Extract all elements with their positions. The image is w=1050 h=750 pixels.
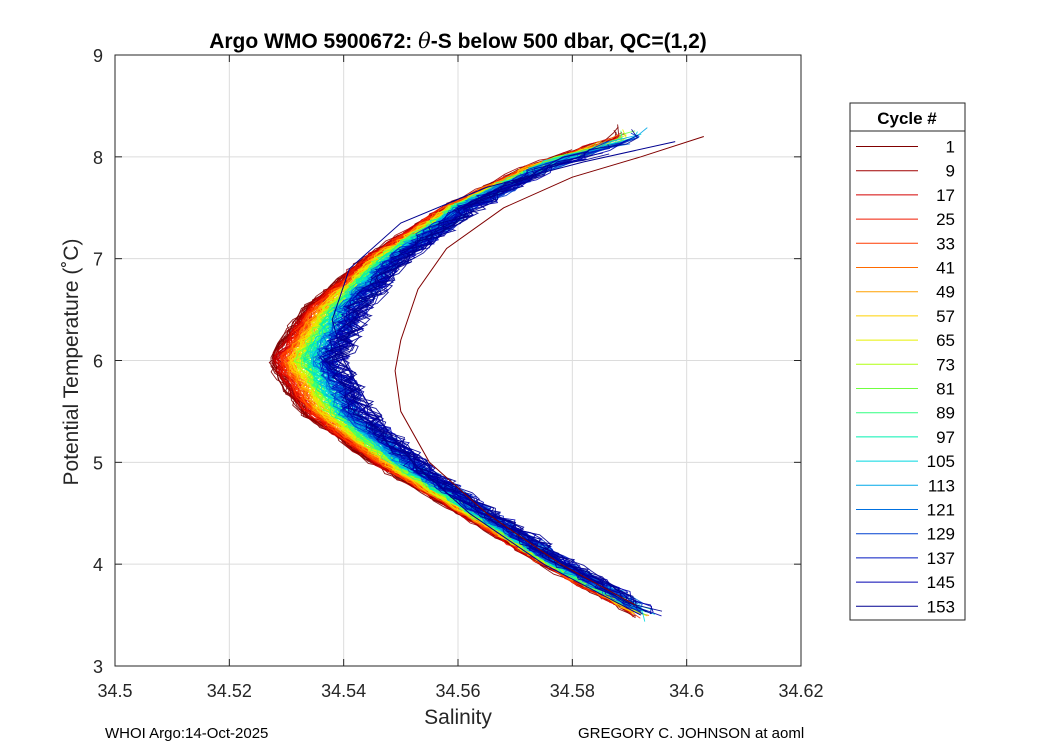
legend-label: 113 — [928, 476, 955, 495]
legend-label: 129 — [927, 525, 955, 544]
profile-line — [332, 150, 606, 586]
title-part: Argo WMO 5900672: — [209, 30, 418, 53]
profile-lines — [268, 124, 704, 622]
y-tick-label: 6 — [93, 352, 103, 372]
profile-line — [321, 134, 639, 601]
y-tick-label: 5 — [93, 453, 103, 473]
legend-label: 153 — [927, 597, 955, 616]
legend-label: 9 — [946, 162, 955, 181]
x-axis-ticks: 34.5 34.52 34.54 34.56 34.58 34.6 34.62 — [97, 55, 824, 701]
legend-label: 97 — [936, 428, 955, 447]
x-tick-label: 34.58 — [550, 681, 595, 701]
profile-line — [329, 129, 647, 613]
legend-label: 81 — [936, 380, 955, 399]
legend-label: 89 — [936, 404, 955, 423]
y-axis-label: Potential Temperature (˚C) — [60, 238, 83, 485]
x-tick-label: 34.52 — [207, 681, 252, 701]
legend-label: 49 — [936, 283, 955, 302]
y-tick-label: 3 — [93, 657, 103, 677]
title-part: θ — [418, 29, 431, 53]
x-tick-label: 34.5 — [97, 681, 132, 701]
legend-label: 137 — [927, 549, 955, 568]
legend-label: 33 — [936, 234, 955, 253]
legend-label: 17 — [936, 186, 955, 205]
y-axis-ticks: 3 4 5 6 7 8 9 — [93, 46, 801, 677]
y-tick-label: 7 — [93, 250, 103, 270]
y-tick-label: 9 — [93, 46, 103, 66]
legend-label: 41 — [936, 259, 955, 278]
profile-line-representative — [394, 136, 704, 606]
x-tick-label: 34.62 — [778, 681, 823, 701]
legend-title: Cycle # — [877, 109, 937, 128]
footer-right: GREGORY C. JOHNSON at aoml — [578, 725, 805, 742]
legend-entries: 1 9 17 25 33 41 49 57 65 73 81 89 97 105 113 121 129 137 1… — [856, 138, 955, 616]
legend-label: 145 — [927, 573, 955, 592]
footer-left: WHOI Argo:14-Oct-2025 — [105, 725, 269, 742]
x-tick-label: 34.56 — [435, 681, 480, 701]
legend-label: 1 — [946, 138, 955, 157]
legend-label: 65 — [936, 331, 955, 350]
profile-line-representative — [331, 141, 676, 616]
title-part: -S below 500 dbar, QC=(1,2) — [431, 30, 707, 53]
x-axis-label: Salinity — [424, 706, 492, 729]
legend-label: 25 — [936, 210, 955, 229]
legend-label: 105 — [927, 452, 955, 471]
chart-title: Argo WMO 5900672: θ-S below 500 dbar, QC… — [209, 29, 707, 53]
x-tick-label: 34.54 — [321, 681, 366, 701]
y-tick-label: 4 — [93, 555, 103, 575]
x-tick-label: 34.6 — [669, 681, 704, 701]
y-tick-label: 8 — [93, 148, 103, 168]
legend-label: 121 — [927, 501, 955, 520]
legend: Cycle # 1 9 17 25 33 41 49 57 65 73 81 89 97 105 113 12… — [849, 102, 966, 621]
legend-label: 57 — [936, 307, 955, 326]
legend-label: 73 — [936, 355, 955, 374]
